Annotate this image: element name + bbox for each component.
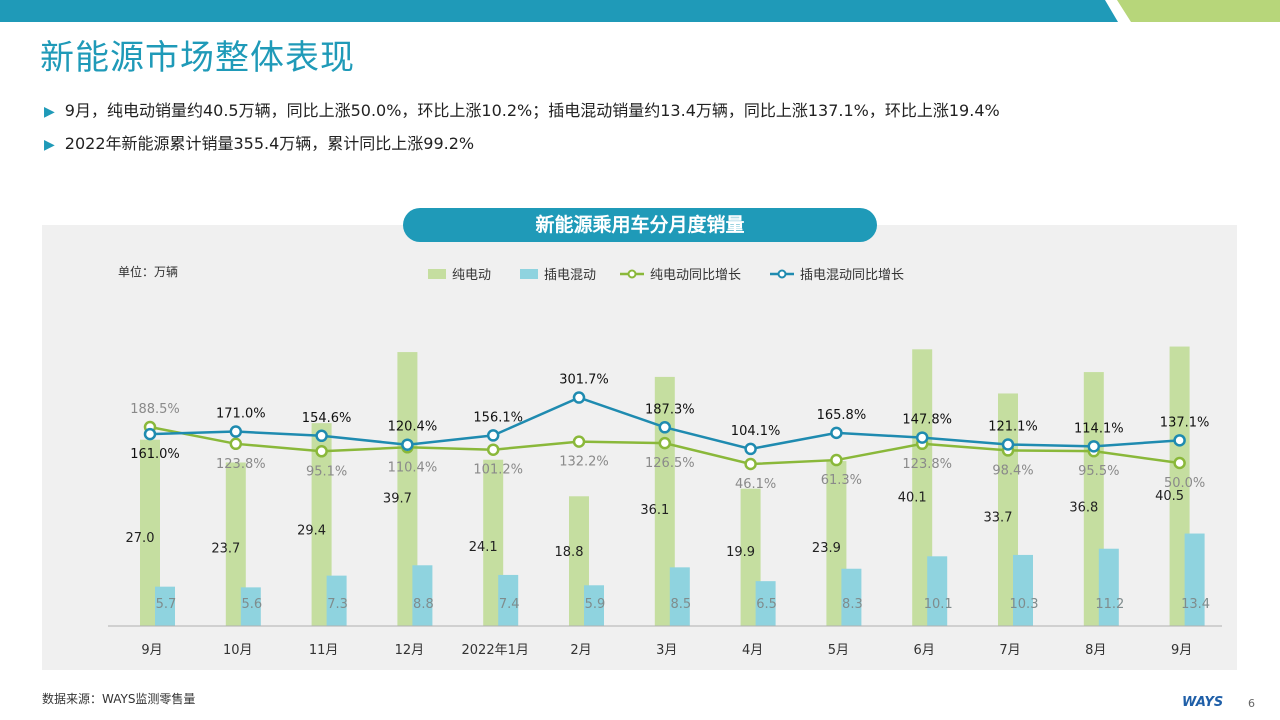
data-source-note: 数据来源：WAYS监测零售量 bbox=[42, 692, 196, 706]
summary-bullet-1: ▶ 9月，纯电动销量约40.5万辆，同比上涨50.0%，环比上涨10.2%；插电混… bbox=[44, 97, 1000, 121]
triangle-bullet-icon: ▶ bbox=[44, 104, 55, 120]
bullet-text-1: 9月，纯电动销量约40.5万辆，同比上涨50.0%，环比上涨10.2%；插电混动… bbox=[64, 101, 1000, 120]
bullet-text-2: 2022年新能源累计销量355.4万辆，累计同比上涨99.2% bbox=[64, 134, 475, 153]
page-title: 新能源市场整体表现 bbox=[40, 38, 355, 78]
chart-panel bbox=[42, 225, 1237, 670]
ways-logo: WAYS bbox=[1182, 695, 1224, 710]
top-header-band bbox=[0, 0, 1280, 22]
summary-bullet-2: ▶ 2022年新能源累计销量355.4万辆，累计同比上涨99.2% bbox=[44, 130, 474, 154]
chart-title: 新能源乘用车分月度销量 bbox=[403, 208, 877, 242]
page-number: 6 bbox=[1248, 697, 1255, 710]
triangle-bullet-icon: ▶ bbox=[44, 137, 55, 153]
